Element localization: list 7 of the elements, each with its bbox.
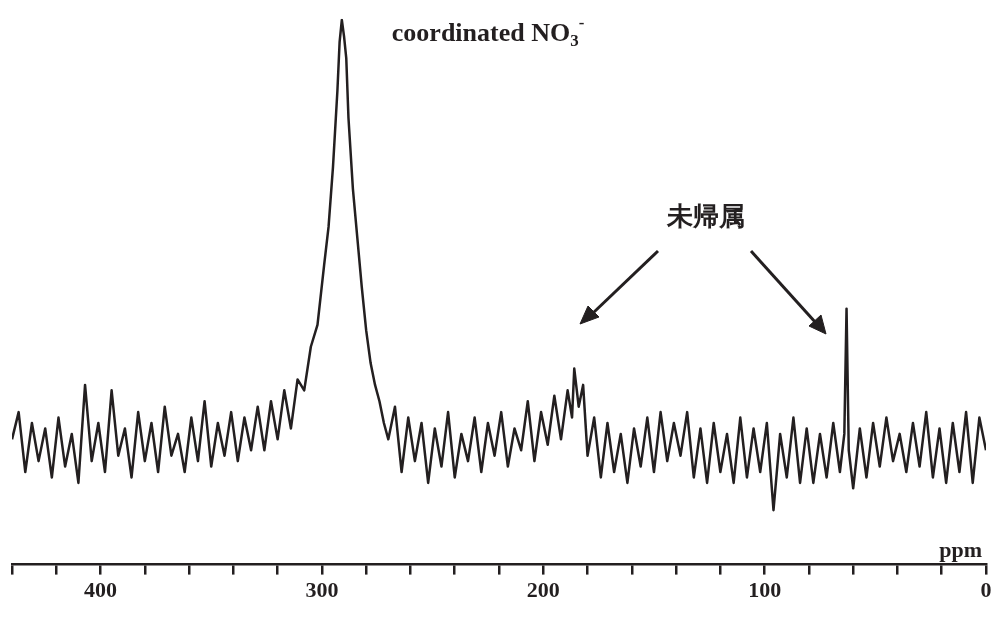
x-tick-label: 100 [748,577,782,603]
x-tick-label: 0 [980,577,992,603]
annotation: 未帰属 [665,200,745,231]
x-tick-label: 300 [305,577,339,603]
x-tick-label: 200 [526,577,560,603]
x-tick-label: 400 [84,577,118,603]
x-axis-title: ppm [939,537,982,563]
